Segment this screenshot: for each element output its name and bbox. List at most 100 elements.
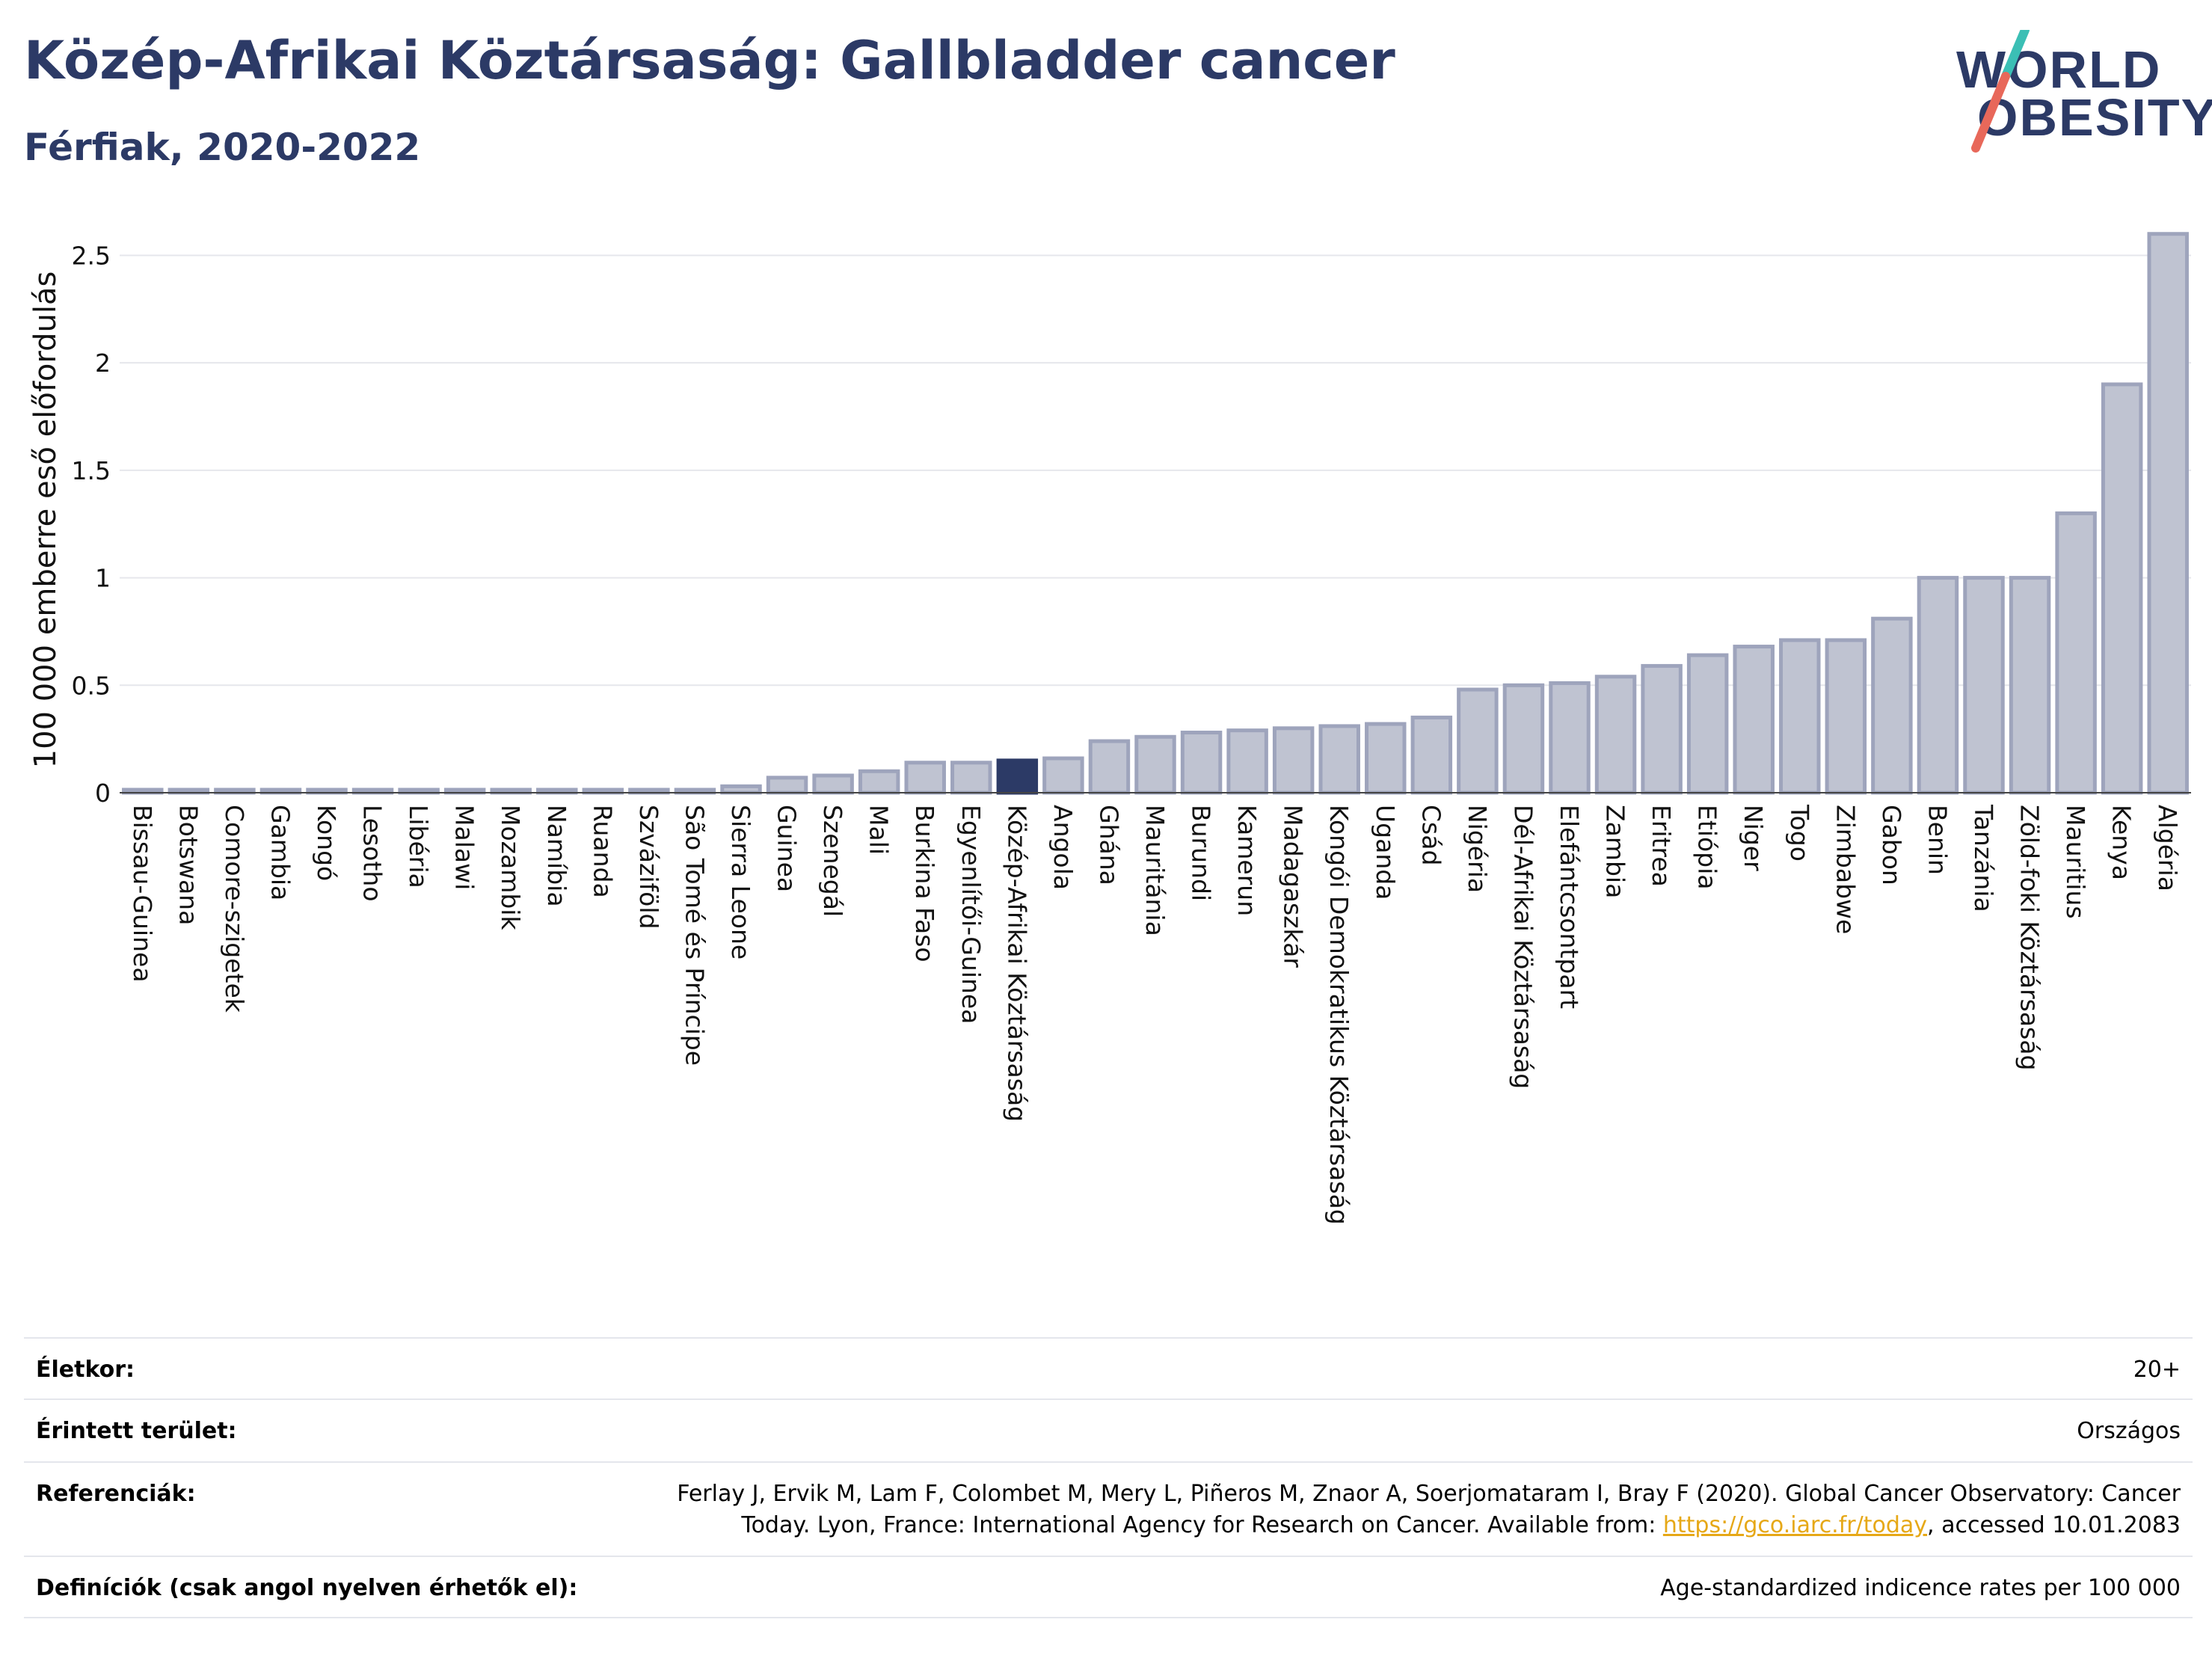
bar[interactable] [2009, 576, 2051, 795]
x-tick-label: Ghána [1094, 805, 1123, 885]
x-tick-label: Uganda [1371, 805, 1400, 900]
page-subtitle: Férfiak, 2020-2022 [24, 126, 421, 169]
x-tick-label: Eritrea [1647, 805, 1676, 887]
bar[interactable] [1042, 756, 1084, 795]
logo-text-obesity: OBESITY [1977, 88, 2212, 147]
x-tick-label: Közép-Afrikai Köztársaság [1002, 805, 1031, 1122]
x-tick-label: Benin [1923, 805, 1952, 875]
x-tick-label: Comore-szigetek [220, 805, 249, 1013]
bar[interactable] [858, 769, 900, 795]
x-tick-label: Mali [864, 805, 894, 855]
x-tick-label: Ruanda [588, 805, 617, 898]
x-tick-label: Elefántcsontpart [1555, 805, 1584, 1009]
references-line-1: Ferlay J, Ervik M, Lam F, Colombet M, Me… [677, 1481, 2181, 1507]
x-tick-label: Mauritánia [1140, 805, 1170, 936]
references-label: Referenciák: [36, 1481, 196, 1507]
world-obesity-logo[interactable]: WORLD OBESITY [1944, 30, 2212, 165]
x-tick-label: Zambia [1601, 805, 1630, 898]
info-row-age: Életkor: 20+ [24, 1337, 2193, 1398]
bar[interactable] [1686, 653, 1729, 795]
x-tick-label: Egyenlítői-Guinea [956, 805, 986, 1024]
x-tick-label: Szenegál [818, 805, 847, 917]
bar[interactable] [1502, 683, 1545, 795]
references-line-2-suffix: , accessed 10.01.2083 [1927, 1512, 2181, 1538]
bar[interactable] [904, 761, 946, 795]
y-axis-label: 100 000 emberre eső előfordulás [28, 271, 63, 769]
info-row-references: Referenciák: Ferlay J, Ervik M, Lam F, C… [24, 1461, 2193, 1556]
bar[interactable] [1180, 731, 1223, 795]
y-tick-label: 2.5 [72, 241, 111, 270]
bar[interactable] [2101, 382, 2143, 795]
bar[interactable] [1134, 734, 1176, 795]
x-tick-label: Niger [1739, 805, 1768, 871]
x-tick-label: Kongó [312, 805, 341, 881]
logo-slash-icon [1971, 30, 2030, 153]
bar[interactable] [766, 776, 808, 795]
y-axis-ticks: 0 0.5 1 1.5 2 2.5 [72, 241, 111, 808]
x-tick-label: Sierra Leone [726, 805, 755, 959]
bar[interactable] [1365, 722, 1407, 795]
x-tick-label: Szváziföld [634, 805, 663, 929]
x-tick-label: Lesotho [358, 805, 387, 902]
x-tick-label: Namíbia [542, 805, 571, 907]
references-line-2: Today. Lyon, France: International Agenc… [741, 1512, 2181, 1538]
logo-text-world: WORLD [1956, 40, 2162, 99]
y-tick-label: 0.5 [72, 671, 111, 700]
x-tick-label: São Tomé és Príncipe [680, 805, 709, 1066]
x-tick-label: Kamerun [1232, 805, 1262, 916]
bar[interactable] [1410, 715, 1453, 795]
x-tick-label: Burkina Faso [910, 805, 939, 962]
y-tick-label: 1.5 [72, 456, 111, 485]
bar[interactable] [1318, 724, 1360, 795]
bar[interactable] [2147, 232, 2189, 795]
x-tick-label: Kenya [2107, 805, 2136, 880]
y-tick-label: 0 [95, 779, 111, 808]
references-line-2-text: Today. Lyon, France: International Agenc… [741, 1512, 1663, 1538]
bar[interactable] [1594, 675, 1637, 795]
bar[interactable] [1272, 726, 1315, 795]
definitions-label: Definíciók (csak angol nyelven érhetők e… [36, 1575, 578, 1601]
bar[interactable] [720, 784, 762, 795]
x-tick-label: Libéria [404, 805, 433, 888]
x-tick-label: Madagaszkár [1279, 805, 1308, 968]
bar[interactable] [1871, 616, 1913, 795]
bar[interactable] [1549, 681, 1591, 795]
bar[interactable] [1088, 739, 1131, 795]
definitions-value: Age-standardized indicence rates per 100… [1660, 1575, 2181, 1601]
x-tick-label: Dél-Afrikai Köztársaság [1508, 805, 1537, 1089]
info-table: Életkor: 20+ Érintett terület: Országos … [24, 1337, 2193, 1618]
x-tick-label: Csád [1416, 805, 1446, 865]
age-label: Életkor: [36, 1357, 135, 1383]
age-value: 20+ [2133, 1357, 2181, 1383]
x-tick-label: Bissau-Guinea [128, 805, 157, 983]
bar[interactable] [1963, 576, 2005, 795]
bar[interactable] [1733, 645, 1775, 795]
area-label: Érintett terület: [36, 1418, 237, 1444]
chart-bars [122, 232, 2189, 795]
y-tick-label: 1 [95, 564, 111, 593]
area-value: Országos [2077, 1418, 2181, 1444]
x-tick-label: Gabon [1877, 805, 1906, 885]
x-tick-label: Kongói Demokratikus Köztársaság [1324, 805, 1354, 1225]
x-axis-labels: Bissau-Guinea Botswana Comore-szigetek Gamb… [128, 804, 2182, 1225]
x-tick-label: Burundi [1187, 805, 1216, 901]
reference-link[interactable]: https://gco.iarc.fr/today [1662, 1512, 1928, 1538]
x-tick-label: Tanzánia [1969, 804, 1998, 912]
bar[interactable] [996, 758, 1039, 795]
bar[interactable] [1641, 663, 1683, 795]
x-tick-label: Etiópia [1693, 805, 1722, 890]
x-tick-label: Togo [1785, 804, 1814, 862]
bar[interactable] [1917, 576, 1959, 795]
chart-grid [120, 254, 2191, 687]
bar[interactable] [950, 761, 992, 795]
x-tick-label: Angola [1048, 805, 1078, 890]
bar[interactable] [1779, 638, 1821, 795]
bar[interactable] [1825, 638, 1867, 795]
bar[interactable] [1457, 687, 1499, 795]
x-tick-label: Algéria [2153, 805, 2182, 891]
x-tick-label: Nigéria [1463, 805, 1492, 893]
bar[interactable] [1226, 728, 1268, 795]
x-tick-label: Botswana [173, 805, 203, 925]
bar[interactable] [2055, 511, 2097, 795]
bar[interactable] [812, 773, 854, 795]
